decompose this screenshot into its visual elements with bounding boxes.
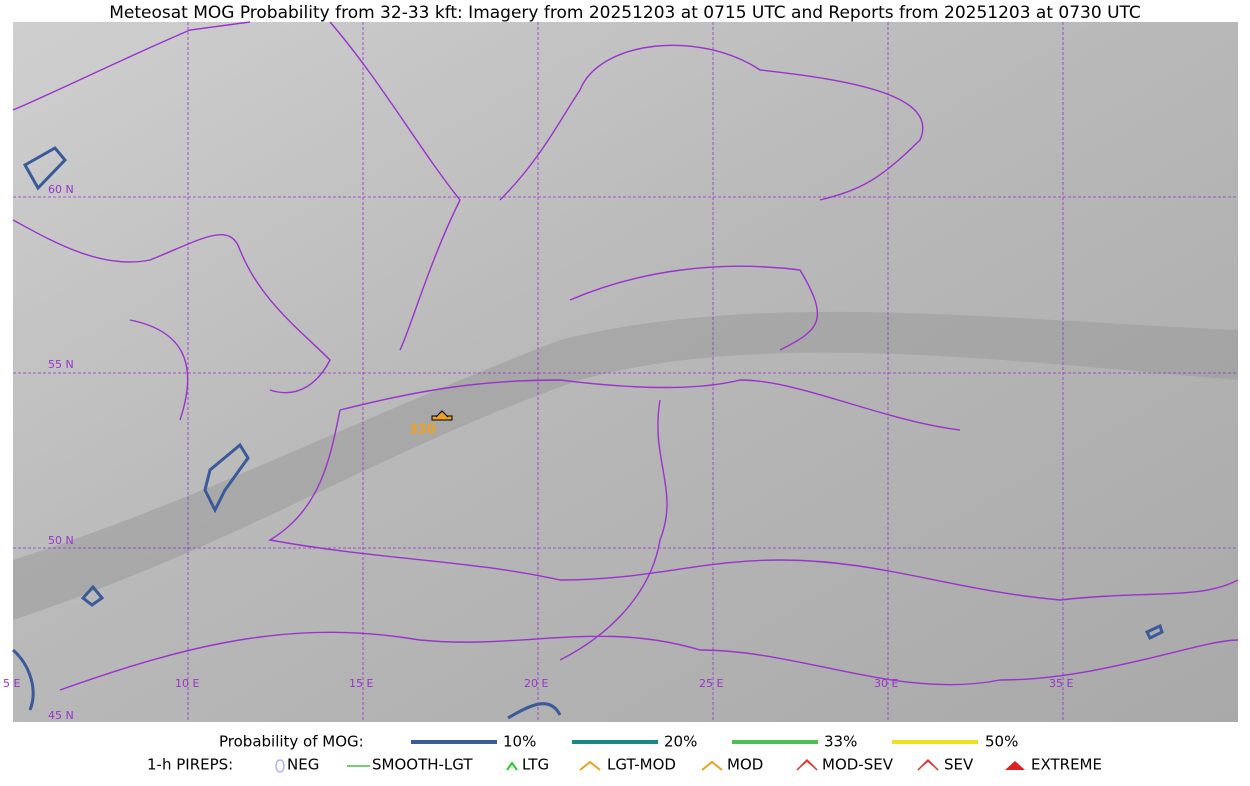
legend-label: 33% <box>824 733 857 751</box>
border <box>59 265 1239 691</box>
pirep-symbol <box>275 759 285 773</box>
pirep-symbol <box>917 758 939 771</box>
contour <box>507 702 562 720</box>
legend-label: 20% <box>664 733 697 751</box>
lat-label: 45 N <box>48 709 74 722</box>
pirep-label: LGT-MOD <box>607 756 676 774</box>
lat-label: 60 N <box>48 183 74 196</box>
pirep-label: LTG <box>522 756 549 774</box>
pirep-symbol <box>579 760 601 771</box>
lon-label: 30 E <box>874 677 898 690</box>
coastline <box>12 21 331 394</box>
legend-label: 10% <box>503 733 536 751</box>
grid-labels: 60 N 55 N 50 N 45 N 5 E 10 E 15 E 20 E 2… <box>3 183 1073 722</box>
lat-label: 50 N <box>48 534 74 547</box>
pirep-label: MOD <box>727 756 763 774</box>
legend-label: 50% <box>985 733 1018 751</box>
pirep: 330 <box>409 410 453 438</box>
lon-label: 15 E <box>349 677 373 690</box>
grid <box>13 22 1238 722</box>
pirep-label: SMOOTH-LGT <box>372 756 473 774</box>
pirep-label: EXTREME <box>1031 756 1102 774</box>
lon-label: 5 E <box>3 677 20 690</box>
pirep-legend-title: 1-h PIREPS: <box>147 756 233 774</box>
contour <box>80 584 105 607</box>
legend-title: Probability of MOG: <box>219 733 364 751</box>
pirep-label: MOD-SEV <box>822 756 894 774</box>
contours-10pct <box>11 146 1164 720</box>
coastlines <box>12 21 1239 691</box>
lon-label: 10 E <box>175 677 199 690</box>
lon-label: 25 E <box>699 677 723 690</box>
legend: Probability of MOG: 10% 20% 33% 50% 1-h … <box>147 733 1102 774</box>
pirep-symbol <box>1005 761 1025 770</box>
pirep-altitude: 330 <box>409 423 436 438</box>
pirep-symbol <box>506 761 518 771</box>
contour <box>11 648 35 711</box>
lon-label: 20 E <box>524 677 548 690</box>
contour <box>22 146 68 191</box>
pirep-label: SEV <box>944 756 974 774</box>
pirep-icon <box>435 410 449 418</box>
border <box>129 319 1239 601</box>
title: Meteosat MOG Probability from 32-33 kft:… <box>109 3 1141 23</box>
dark-band <box>13 311 1238 620</box>
contour <box>1144 623 1164 641</box>
contour <box>203 442 250 514</box>
coastline <box>329 21 924 351</box>
pirep-symbol <box>701 760 723 771</box>
satellite-imagery <box>13 22 1238 722</box>
lon-label: 35 E <box>1049 677 1073 690</box>
pirep-label: NEG <box>287 756 319 774</box>
lat-label: 55 N <box>48 358 74 371</box>
pirep-symbol <box>796 758 818 771</box>
